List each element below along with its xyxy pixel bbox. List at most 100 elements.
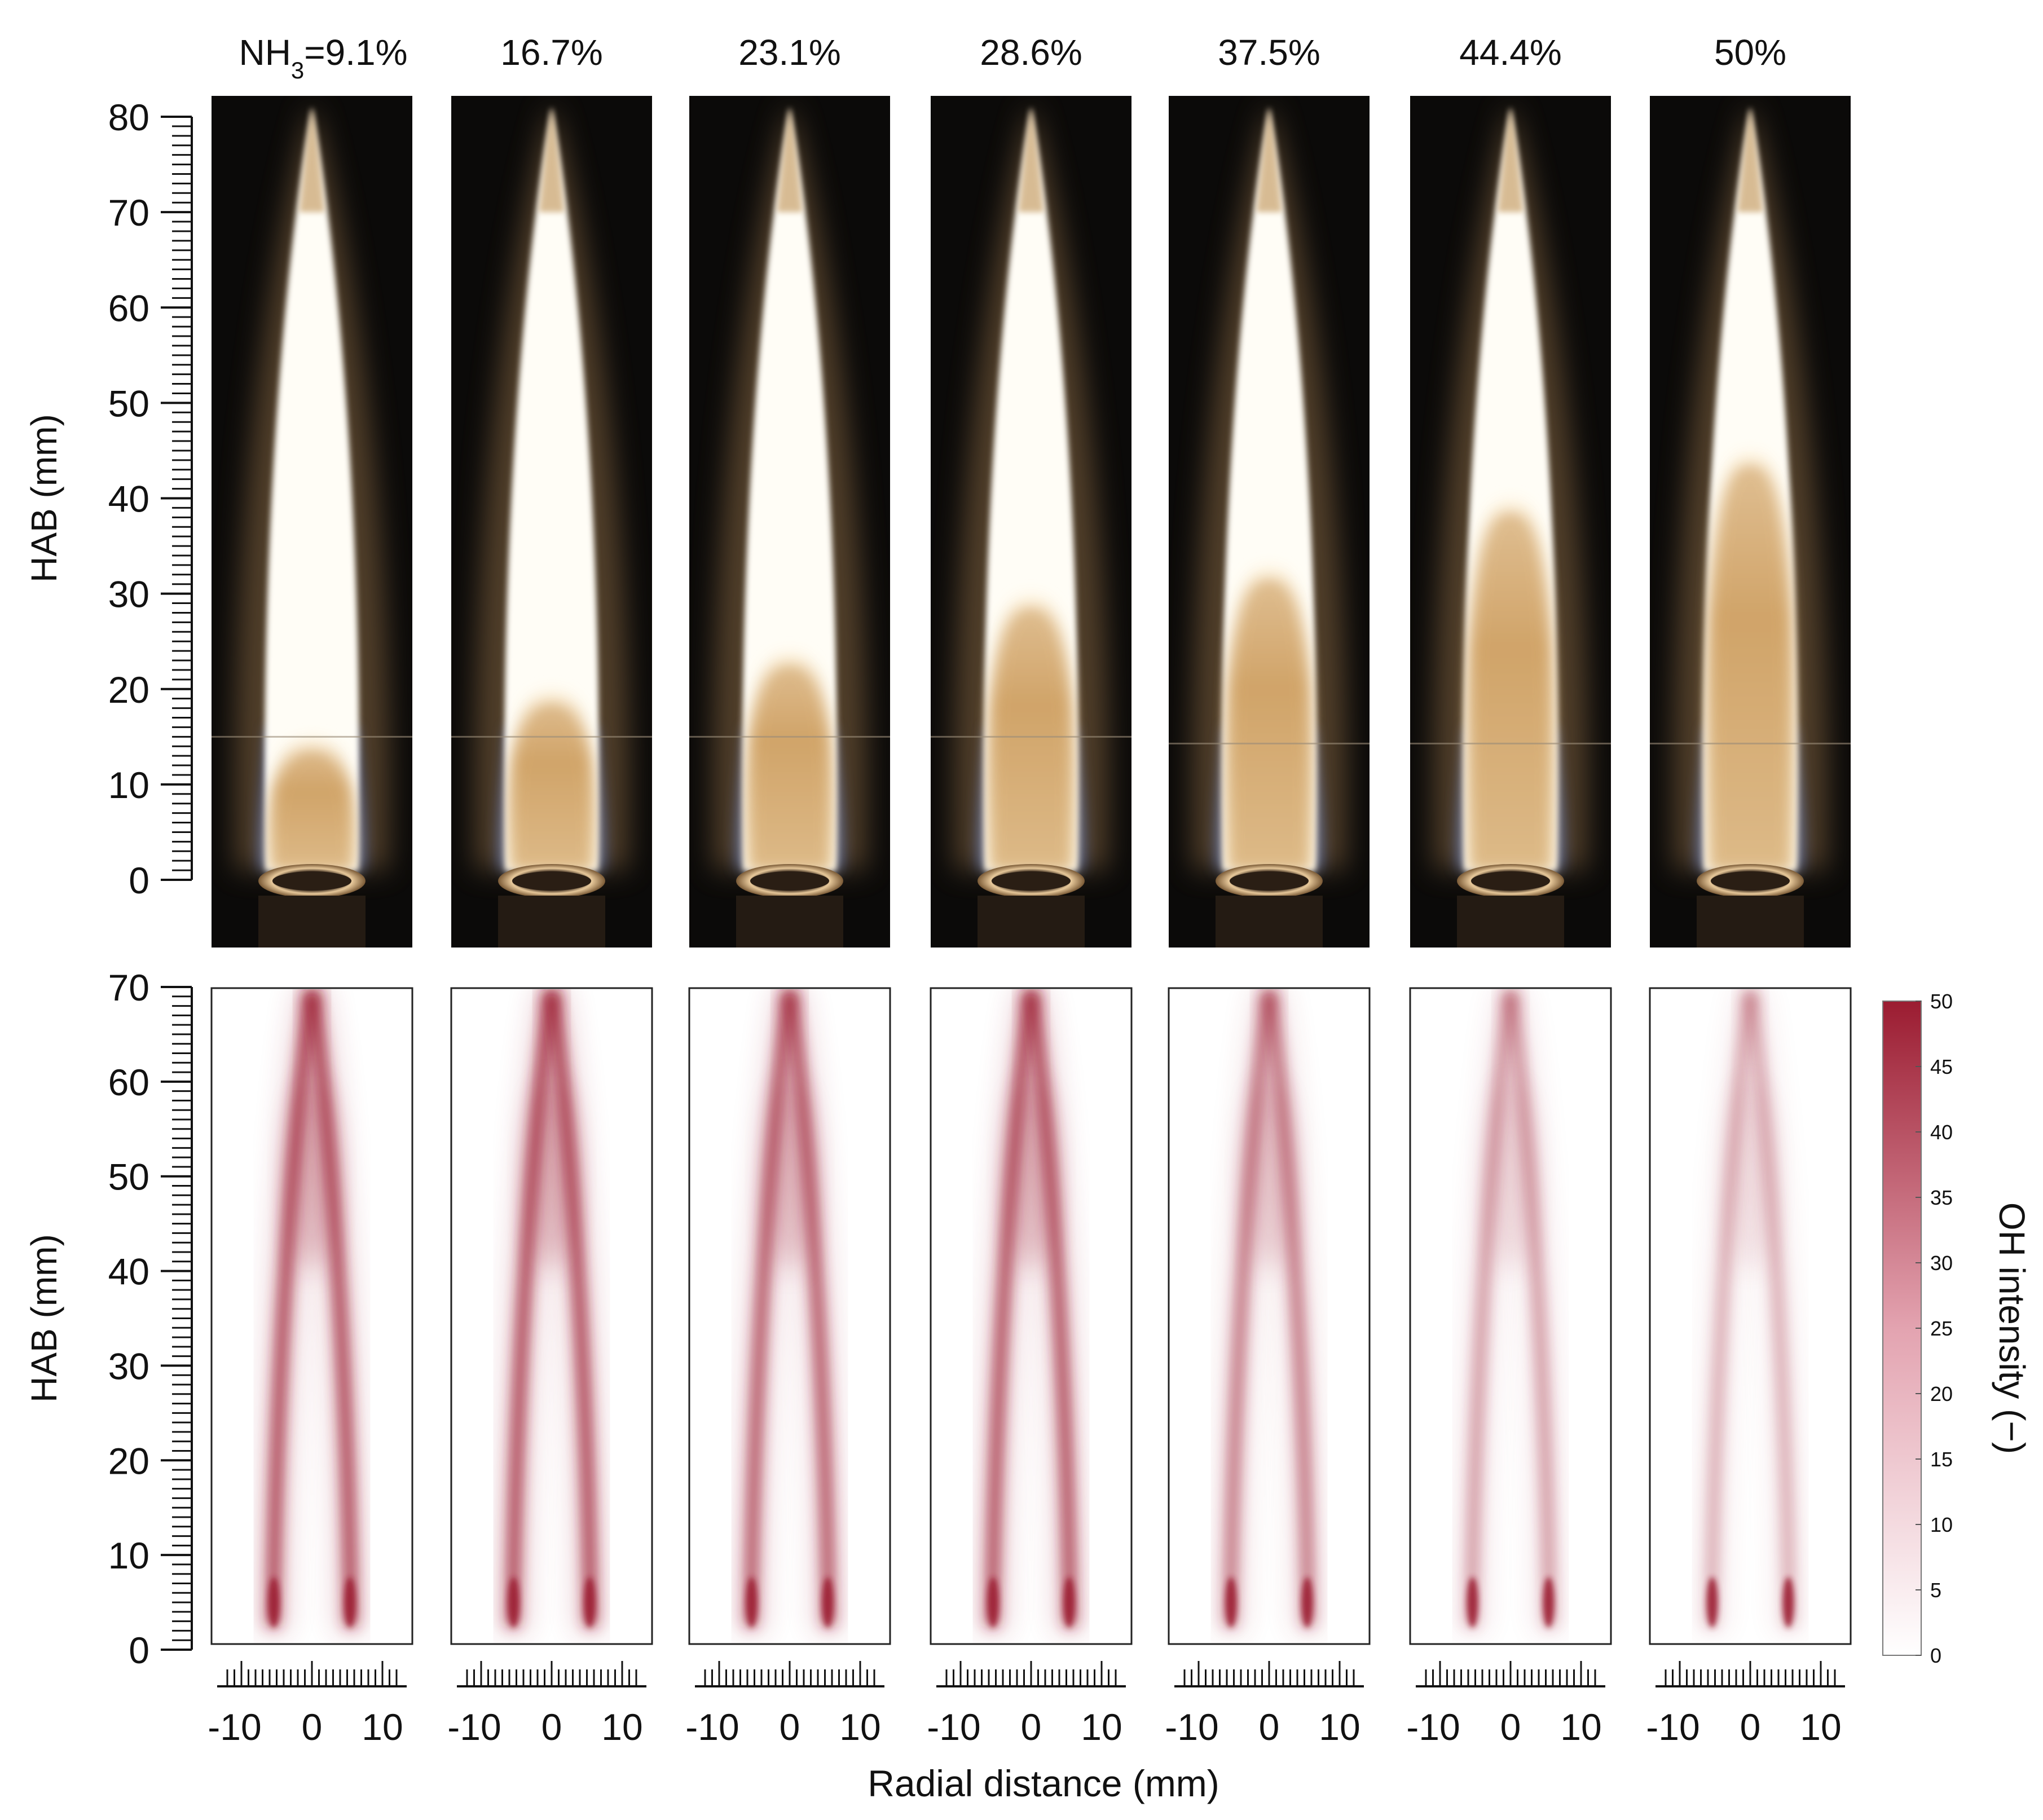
x-tick-label: 10: [362, 1706, 403, 1748]
burner-ring-hole: [1711, 871, 1790, 891]
burner-body: [736, 896, 843, 948]
burner-body: [498, 896, 605, 948]
y-axis-label: HAB (mm): [24, 414, 64, 583]
x-axis: -10 0 10: [1406, 1661, 1605, 1748]
oh-panel: [210, 987, 413, 1645]
oh-core-glow: [289, 1080, 334, 1272]
oh-core-glow: [1247, 1080, 1292, 1272]
flame-photo: [212, 96, 412, 948]
flame-tip: [539, 107, 564, 213]
y-tick-label: 10: [108, 1535, 149, 1576]
flame-core: [504, 107, 599, 871]
colorbar-tick-label: 40: [1930, 1121, 1953, 1144]
y-tick-label: 10: [108, 764, 149, 806]
y-tick-label: 0: [129, 1629, 149, 1671]
x-axis: -10 0 10: [927, 1661, 1126, 1748]
colorbar-tick-label: 15: [1930, 1448, 1953, 1471]
inner-cone-shade: [1470, 512, 1551, 871]
flame-tip: [1738, 107, 1763, 213]
x-tick-label: -10: [1646, 1706, 1699, 1748]
oh-panel: [450, 987, 653, 1645]
x-tick-label: -10: [1165, 1706, 1218, 1748]
x-tick-label: 10: [601, 1706, 642, 1748]
burner-body: [1216, 896, 1323, 948]
flame-photo: [451, 96, 652, 948]
y-tick-label: 0: [129, 860, 149, 901]
x-tick-label: -10: [1406, 1706, 1460, 1748]
y-tick-label: 50: [108, 1156, 149, 1198]
colorbar-tick-label: 20: [1930, 1382, 1953, 1405]
flame-photo: [689, 96, 890, 948]
flame-tip: [1498, 107, 1523, 213]
x-tick-label: -10: [447, 1706, 501, 1748]
column-label: 16.7%: [500, 32, 602, 73]
colorbar-label: OH intensity (−): [1992, 1202, 2032, 1454]
oh-core-glow: [767, 1080, 812, 1272]
colorbar-tick-label: 0: [1930, 1644, 1941, 1667]
burner-ring-hole: [992, 871, 1071, 891]
oh-base-spot: [584, 1577, 596, 1628]
oh-front: [306, 990, 357, 1628]
flame-photo: [1650, 96, 1851, 948]
flame-core: [265, 107, 359, 871]
burner-body: [1457, 896, 1564, 948]
column-label: 50%: [1714, 32, 1786, 73]
oh-front: [507, 990, 558, 1628]
x-tick-label: -10: [685, 1706, 739, 1748]
flame-photo: [1410, 96, 1611, 948]
x-tick-label: 10: [1081, 1706, 1122, 1748]
x-tick-label: 0: [780, 1706, 800, 1748]
y-tick-label: 20: [108, 1440, 149, 1482]
x-tick-label: 0: [1021, 1706, 1042, 1748]
flame-tip: [1019, 107, 1043, 213]
oh-panel: [1409, 987, 1612, 1645]
x-axis: -10 0 10: [1646, 1661, 1845, 1748]
inner-cone-shade: [272, 751, 352, 871]
x-tick-label: 0: [302, 1706, 323, 1748]
flame-tip: [1257, 107, 1282, 213]
oh-front: [986, 990, 1037, 1628]
x-axis: -10 0 10: [208, 1661, 407, 1748]
column-label: 23.1%: [738, 32, 840, 73]
oh-front: [1705, 990, 1756, 1628]
x-axis: -10 0 10: [685, 1661, 884, 1748]
inner-cone-shade: [1710, 464, 1790, 871]
oh-front: [1025, 990, 1076, 1628]
y-tick-label: 50: [108, 382, 149, 424]
burner-body: [1697, 896, 1804, 948]
oh-base-spot: [508, 1577, 519, 1628]
column-label: 44.4%: [1459, 32, 1561, 73]
burner-ring-hole: [750, 871, 829, 891]
oh-panel: [930, 987, 1133, 1645]
colorbar-tick-label: 5: [1930, 1579, 1941, 1602]
oh-base-spot: [822, 1577, 834, 1628]
y-tick-label: 30: [108, 1345, 149, 1387]
x-tick-label: 10: [1560, 1706, 1601, 1748]
inner-cone-shade: [1229, 579, 1309, 871]
oh-core-glow: [1009, 1080, 1054, 1272]
x-tick-label: 10: [1800, 1706, 1841, 1748]
oh-base-spot: [746, 1577, 758, 1628]
y-tick-label: 70: [108, 967, 149, 1008]
oh-core-glow: [1488, 1080, 1533, 1272]
x-tick-label: 0: [541, 1706, 562, 1748]
y-tick-label: 20: [108, 669, 149, 711]
x-tick-label: 0: [1740, 1706, 1761, 1748]
x-tick-label: 0: [1259, 1706, 1280, 1748]
burner-ring-hole: [1230, 871, 1309, 891]
x-tick-label: 10: [1319, 1706, 1360, 1748]
oh-base-spot: [1301, 1577, 1313, 1628]
oh-base-spot: [1706, 1577, 1718, 1628]
y-tick-label: 40: [108, 478, 149, 520]
x-tick-label: -10: [927, 1706, 980, 1748]
x-axis-label: Radial distance (mm): [868, 1762, 1219, 1804]
burner-body: [258, 896, 366, 948]
oh-core-glow: [1728, 1080, 1773, 1272]
burner-ring-hole: [272, 871, 351, 891]
oh-base-spot: [1467, 1577, 1478, 1628]
oh-panel: [1168, 987, 1371, 1645]
y-tick-label: 30: [108, 574, 149, 615]
column-label: 28.6%: [980, 32, 1082, 73]
x-axis: -10 0 10: [447, 1661, 646, 1748]
x-tick-label: 0: [1500, 1706, 1521, 1748]
